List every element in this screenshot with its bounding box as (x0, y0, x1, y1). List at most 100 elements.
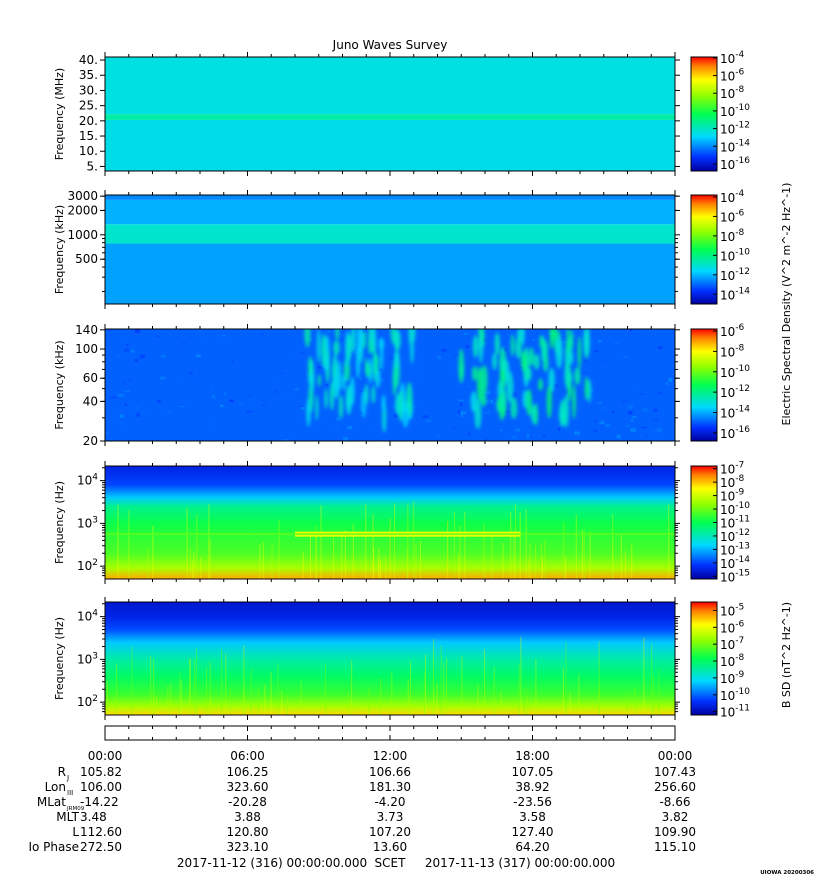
noise (628, 351, 634, 353)
noise (377, 368, 382, 371)
noise (246, 410, 253, 413)
impulse (106, 680, 108, 715)
noise (134, 329, 141, 333)
colorbar-tick-label: 10-14 (720, 404, 750, 420)
impulse (477, 684, 479, 715)
impulse (510, 511, 512, 579)
noise (499, 429, 503, 432)
noise (294, 388, 300, 391)
burst-streak (333, 340, 340, 355)
impulse (385, 556, 387, 579)
noise (258, 333, 265, 336)
footer-tag: UIOWA 20200306 (760, 870, 814, 876)
impulse (373, 546, 375, 579)
impulse (415, 544, 417, 579)
noise (490, 351, 493, 353)
colorbar-tick-label: 10-10 (720, 364, 750, 380)
noise (291, 351, 294, 354)
impulse (424, 654, 426, 715)
noise (110, 396, 117, 399)
noise (614, 342, 619, 344)
noise (202, 337, 206, 341)
noise (317, 366, 323, 369)
impulse (189, 658, 191, 715)
impulse (186, 507, 188, 579)
noise (452, 426, 456, 430)
impulse (500, 691, 502, 715)
noise (325, 384, 329, 386)
impulse (250, 669, 252, 715)
noise (460, 402, 463, 407)
impulse (277, 663, 279, 715)
colorbar (690, 56, 718, 172)
burst-streak (472, 335, 479, 358)
noise (139, 354, 146, 359)
impulse (569, 692, 571, 715)
impulse (535, 658, 537, 715)
burst-streak (356, 343, 361, 379)
impulse (446, 658, 448, 715)
ephemeris-value: 115.10 (654, 840, 696, 854)
impulse (391, 671, 393, 715)
noise (572, 334, 577, 338)
noise (639, 392, 645, 395)
noise (285, 361, 289, 364)
impulse (209, 539, 211, 579)
burst-streak (381, 394, 386, 412)
noise (594, 423, 600, 425)
impulse (583, 530, 585, 579)
impulse (502, 542, 504, 579)
ephemeris-value: 106.00 (80, 780, 122, 794)
noise (597, 339, 602, 343)
colorbar-tick-label: 10-8 (720, 474, 745, 490)
ephemeris-value: 3.88 (234, 810, 261, 824)
noise (420, 398, 423, 401)
noise (645, 435, 648, 438)
burst-streak (574, 367, 581, 385)
noise (538, 359, 541, 362)
noise (280, 372, 284, 374)
burst-streak (402, 399, 407, 413)
noise (211, 394, 215, 399)
impulse (167, 685, 169, 715)
ephemeris-row-subscript: III (67, 789, 73, 797)
impulse (315, 533, 317, 579)
colorbar-tick-label: 10-10 (720, 501, 750, 517)
noise (336, 417, 341, 421)
burst-streak (308, 373, 314, 386)
ephemeris-row-subscript: J (66, 774, 69, 782)
ephemeris-value: -8.66 (659, 795, 690, 809)
burst-streak (528, 347, 534, 367)
impulse (631, 544, 633, 579)
noise (282, 439, 289, 441)
impulse (513, 533, 515, 579)
burst-streak (329, 381, 335, 411)
noise (601, 407, 607, 409)
impulse (493, 666, 495, 715)
burst-streak (549, 329, 554, 349)
burst-streak (380, 340, 384, 371)
noise (195, 354, 202, 358)
colorbar-tick-label: 10-12 (720, 528, 750, 544)
impulse (461, 656, 463, 715)
impulse (651, 643, 653, 715)
noise (124, 390, 130, 392)
burst-streak (321, 333, 327, 368)
colorbar-tick-label: 10-15 (720, 568, 750, 584)
noise (631, 416, 637, 419)
panel-4: 102 103 104 Frequency (Hz) 10-710-810-910-10… (53, 461, 750, 585)
noise (105, 398, 109, 402)
burst-2 (458, 329, 592, 430)
burst-streak (510, 334, 515, 357)
noise (365, 425, 371, 429)
impulse (464, 511, 466, 579)
noise (359, 377, 362, 381)
burst-streak (564, 360, 572, 389)
noise (135, 406, 139, 410)
noise (616, 434, 621, 439)
impulse (433, 691, 435, 715)
impulse (131, 646, 133, 715)
impulse (612, 514, 614, 579)
noise (210, 388, 214, 390)
footer-end-time: 2017-11-13 (317) 00:00:00.000 (425, 856, 615, 870)
